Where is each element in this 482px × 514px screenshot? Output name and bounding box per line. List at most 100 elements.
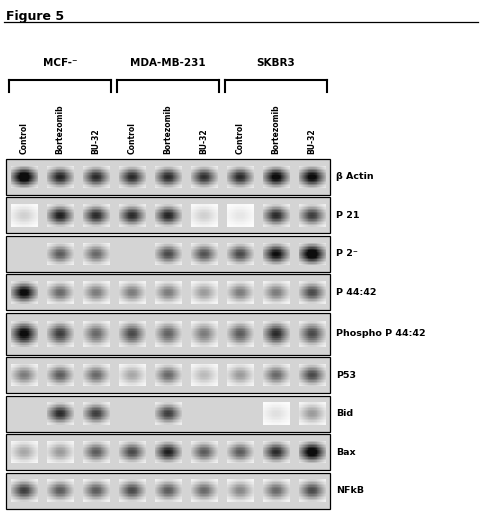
Bar <box>211 484 212 485</box>
Bar <box>11 166 12 168</box>
Bar <box>275 209 276 210</box>
Bar <box>266 204 267 206</box>
Bar <box>155 420 156 422</box>
Bar <box>194 451 195 453</box>
Bar <box>52 173 53 175</box>
Bar <box>160 497 161 499</box>
Bar <box>306 222 307 224</box>
Bar <box>304 379 305 380</box>
Bar <box>177 185 178 187</box>
Bar <box>304 443 305 444</box>
Bar <box>209 336 210 338</box>
Bar <box>253 250 254 252</box>
Bar <box>265 343 266 345</box>
Bar <box>96 417 97 419</box>
Bar <box>248 450 249 451</box>
Bar <box>155 490 156 491</box>
Bar <box>165 259 166 261</box>
Bar <box>286 244 287 246</box>
Bar <box>303 444 304 445</box>
Bar <box>26 182 27 183</box>
Bar <box>231 246 232 247</box>
Bar <box>140 207 141 209</box>
Bar <box>289 444 290 445</box>
Bar <box>320 321 321 323</box>
Bar <box>161 335 162 336</box>
Bar <box>298 204 299 206</box>
Bar <box>246 456 247 457</box>
Bar <box>237 296 238 298</box>
Bar <box>278 253 279 254</box>
Bar <box>201 323 202 324</box>
Bar <box>92 216 93 218</box>
Bar <box>37 181 38 182</box>
Bar <box>321 451 322 453</box>
Bar <box>52 484 53 485</box>
Bar <box>263 335 264 336</box>
Bar <box>314 454 315 456</box>
Bar <box>269 212 270 213</box>
Bar <box>120 179 121 181</box>
Bar <box>316 264 317 265</box>
Bar <box>319 445 320 447</box>
Bar <box>243 445 244 447</box>
Bar <box>70 185 71 187</box>
Bar <box>64 481 65 482</box>
Bar <box>56 341 57 343</box>
Bar <box>164 494 165 495</box>
Bar <box>160 210 161 212</box>
Bar <box>210 293 211 295</box>
Bar <box>241 243 242 244</box>
Bar <box>70 247 71 249</box>
Bar <box>322 343 323 345</box>
Bar <box>98 499 99 500</box>
Bar <box>163 206 164 207</box>
Bar <box>130 183 131 185</box>
Bar <box>52 212 53 213</box>
Bar <box>121 224 122 225</box>
Bar <box>278 181 279 182</box>
Bar <box>14 286 15 287</box>
Bar <box>271 324 272 326</box>
Bar <box>13 340 14 341</box>
Bar <box>278 410 279 411</box>
Bar <box>323 374 324 376</box>
Bar <box>85 213 86 215</box>
Bar <box>247 341 248 343</box>
Bar <box>235 379 236 380</box>
Bar <box>199 169 200 170</box>
Bar <box>198 485 199 487</box>
Bar <box>55 406 56 407</box>
Bar <box>164 410 165 411</box>
Bar <box>178 448 179 450</box>
Bar <box>66 326 67 328</box>
Bar <box>278 416 279 417</box>
Bar <box>310 333 311 335</box>
Bar <box>18 175 19 176</box>
Bar <box>231 379 232 380</box>
Bar <box>164 256 165 258</box>
Bar <box>269 448 270 450</box>
Bar <box>228 173 229 175</box>
Bar <box>278 262 279 264</box>
Bar <box>104 204 105 206</box>
Bar <box>272 481 273 482</box>
Bar <box>35 219 36 221</box>
Bar <box>26 365 27 367</box>
Bar <box>68 495 69 497</box>
Bar <box>19 488 20 490</box>
Bar <box>216 296 217 298</box>
Bar <box>169 256 170 258</box>
Bar <box>138 482 139 484</box>
Bar <box>97 215 98 216</box>
Bar <box>268 287 269 289</box>
Bar <box>169 179 170 181</box>
Bar <box>228 329 229 331</box>
Bar <box>236 221 237 222</box>
Bar <box>206 295 207 296</box>
Bar <box>233 340 234 341</box>
Bar <box>57 441 58 443</box>
Bar <box>206 181 207 182</box>
Bar <box>132 456 133 457</box>
Bar <box>71 175 72 176</box>
